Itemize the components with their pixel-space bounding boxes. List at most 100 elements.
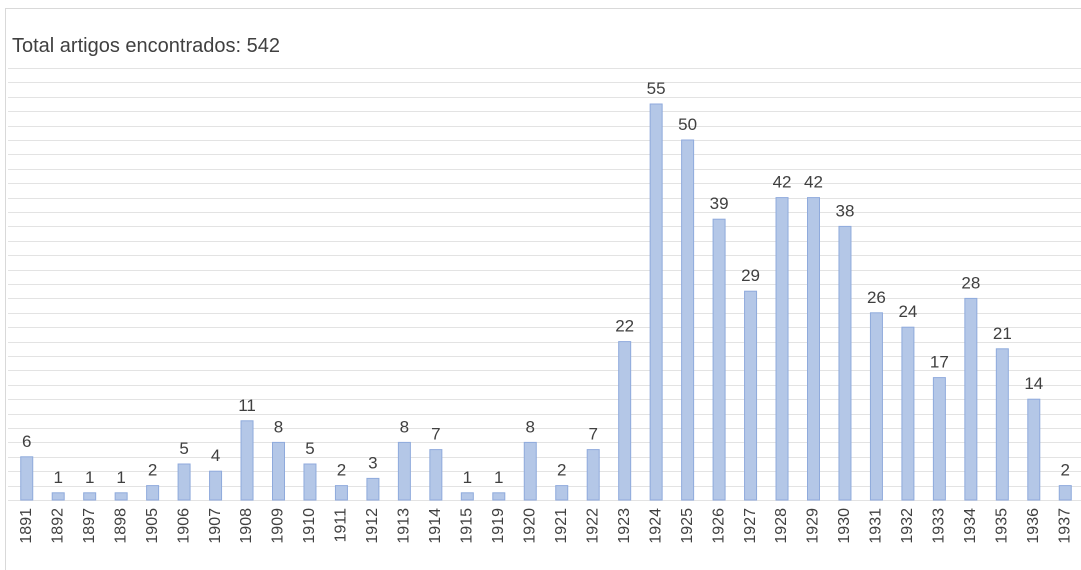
bar <box>397 441 411 501</box>
x-tick-label: 1925 <box>679 508 696 544</box>
x-tick-label: 1921 <box>553 508 570 544</box>
bar <box>807 197 820 501</box>
chart-frame <box>5 8 1081 570</box>
data-label: 50 <box>678 115 697 134</box>
bar <box>681 139 695 501</box>
bar <box>555 485 569 501</box>
x-tick-label: 1915 <box>459 508 476 544</box>
bar <box>995 348 1009 501</box>
data-label: 17 <box>930 353 949 372</box>
data-label: 26 <box>867 288 886 307</box>
bar <box>114 492 128 501</box>
data-label: 1 <box>85 468 94 487</box>
bar <box>838 225 852 501</box>
x-tick-label: 1912 <box>364 508 381 544</box>
data-label: 2 <box>337 461 346 480</box>
bar <box>366 477 380 501</box>
data-label: 22 <box>615 317 634 336</box>
x-tick-label: 1922 <box>584 508 601 544</box>
data-label: 28 <box>961 273 980 292</box>
data-label: 2 <box>557 461 566 480</box>
data-label: 39 <box>710 194 729 213</box>
data-label: 8 <box>274 417 283 436</box>
data-label: 38 <box>836 201 855 220</box>
bar <box>586 449 600 501</box>
bar <box>83 492 97 501</box>
x-tick-label: 1923 <box>616 508 633 544</box>
data-label: 5 <box>179 439 188 458</box>
bar <box>334 485 348 501</box>
data-label: 2 <box>1061 461 1070 480</box>
x-tick-label: 1928 <box>773 508 790 544</box>
x-tick-label: 1908 <box>238 508 255 544</box>
data-label: 8 <box>400 417 409 436</box>
bar <box>492 492 506 501</box>
bar <box>460 492 474 501</box>
x-tick-label: 1926 <box>710 508 727 544</box>
x-tick-label: 1924 <box>647 508 664 544</box>
bar <box>1058 485 1072 501</box>
data-label: 42 <box>804 173 823 192</box>
x-tick-label: 1920 <box>521 508 538 544</box>
x-tick-label: 1932 <box>899 508 916 544</box>
data-label: 1 <box>53 468 62 487</box>
x-tick-label: 1909 <box>270 508 287 544</box>
bar <box>240 420 254 501</box>
x-tick-label: 1897 <box>81 508 98 544</box>
bar <box>649 103 663 501</box>
bar <box>272 441 285 501</box>
data-label: 7 <box>431 425 440 444</box>
bar <box>964 297 978 501</box>
bar <box>209 470 223 501</box>
bar <box>901 326 915 501</box>
data-label: 6 <box>22 432 31 451</box>
bar <box>932 377 946 501</box>
x-tick-label: 1913 <box>396 508 413 544</box>
bar <box>51 492 65 501</box>
bar <box>1027 398 1041 501</box>
data-label: 21 <box>993 324 1012 343</box>
data-label: 55 <box>647 79 666 98</box>
x-tick-label: 1919 <box>490 508 507 544</box>
chart-title: Total artigos encontrados: 542 <box>12 35 280 57</box>
data-label: 2 <box>148 461 157 480</box>
data-label: 5 <box>305 439 314 458</box>
data-label: 29 <box>741 266 760 285</box>
x-tick-label: 1935 <box>994 508 1011 544</box>
data-label: 3 <box>368 453 377 472</box>
x-tick-label: 1891 <box>18 508 35 544</box>
x-tick-label: 1937 <box>1056 508 1073 544</box>
x-tick-label: 1898 <box>112 508 129 544</box>
bar <box>869 312 883 501</box>
data-label: 7 <box>588 425 597 444</box>
bar <box>744 290 758 501</box>
x-tick-label: 1927 <box>742 508 759 544</box>
data-label: 11 <box>238 396 256 415</box>
bar <box>303 463 317 501</box>
x-tick-label: 1929 <box>805 508 822 544</box>
x-tick-label: 1910 <box>301 508 318 544</box>
data-label: 24 <box>898 302 917 321</box>
x-tick-label: 1933 <box>931 508 948 544</box>
data-label: 14 <box>1024 374 1043 393</box>
x-tick-label: 1907 <box>207 508 224 544</box>
x-tick-label: 1905 <box>144 508 161 544</box>
bar <box>618 341 632 501</box>
x-tick-label: 1914 <box>427 508 444 544</box>
data-label: 4 <box>211 446 220 465</box>
bar <box>775 197 789 501</box>
x-tick-label: 1936 <box>1025 508 1042 544</box>
bar <box>523 441 537 501</box>
bar <box>429 449 443 501</box>
x-tick-label: 1906 <box>175 508 192 544</box>
data-label: 1 <box>494 468 503 487</box>
bar <box>146 485 160 501</box>
x-tick-label: 1931 <box>868 508 885 544</box>
bar <box>20 456 34 501</box>
x-tick-label: 1911 <box>333 508 350 543</box>
x-tick-label: 1892 <box>49 508 66 544</box>
x-tick-label: 1930 <box>836 508 853 544</box>
data-label: 1 <box>463 468 472 487</box>
x-tick-label: 1934 <box>962 508 979 544</box>
